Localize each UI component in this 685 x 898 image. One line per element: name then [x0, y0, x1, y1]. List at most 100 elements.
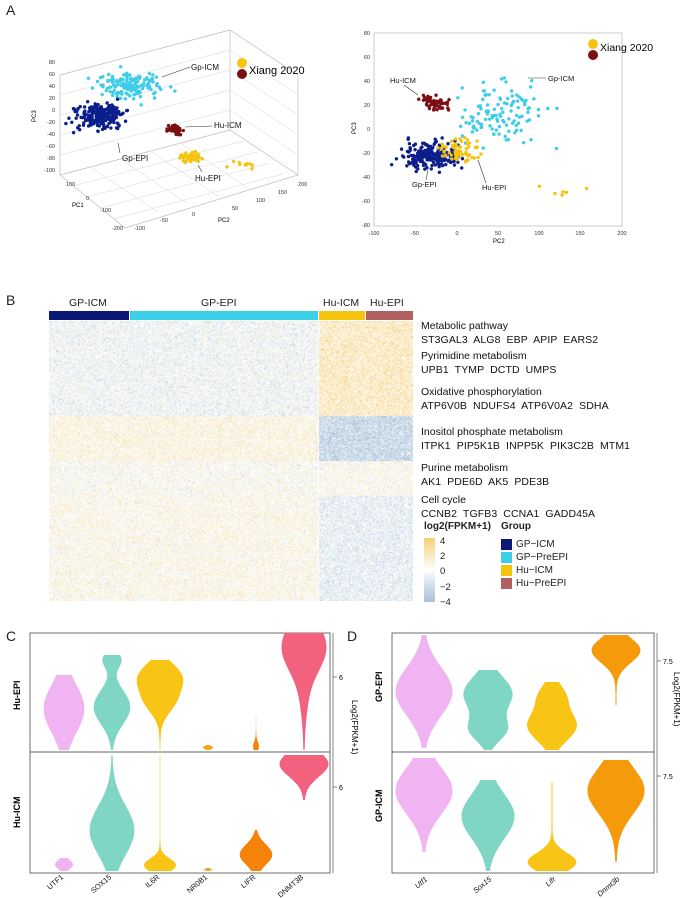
pca-point [121, 77, 125, 82]
pca-point [139, 103, 143, 107]
pca-point [429, 158, 434, 162]
pca-point [154, 75, 159, 79]
pca-point [483, 117, 488, 122]
pca-point [436, 146, 440, 150]
pathway-title: Purine metabolism [421, 462, 508, 474]
pca-point [137, 85, 141, 89]
pca-point [76, 106, 80, 111]
pca-point [151, 80, 155, 84]
panel-d-violin: 7.5 7.5 Log2(FPKM+1) GP-EPI GP-ICM Utf1 … [374, 632, 681, 898]
pca-point [425, 158, 430, 162]
pca-point [250, 167, 254, 171]
pca-point [157, 85, 162, 89]
pathway-genes: CCNB2 TGFB3 CCNA1 GADD45A [421, 508, 596, 520]
pca-point [440, 154, 445, 158]
pca-point [470, 130, 475, 134]
violin-shape [93, 655, 131, 750]
pca-point [504, 123, 509, 127]
pca-point [125, 71, 129, 75]
colorbar-tick: 2 [440, 551, 446, 563]
pca-point [444, 145, 448, 149]
pca-point [407, 141, 412, 146]
pca-point [507, 129, 511, 133]
pca-point [507, 117, 511, 121]
pc1-tick: 0 [86, 196, 89, 202]
pca-point [502, 101, 507, 105]
pathway-title: Metabolic pathway [421, 320, 508, 332]
violin-shape [527, 782, 577, 871]
gene-label: DNMT3B [276, 873, 305, 898]
pca-point [115, 97, 120, 101]
pca-point [536, 107, 541, 112]
pca-point [439, 101, 444, 105]
gene-label: LIFR [239, 872, 258, 890]
x-tick: 200 [617, 231, 626, 237]
xiang-legend-dot-yellow [237, 58, 247, 68]
pca-point [459, 139, 464, 144]
group-bar-gp-epi [130, 311, 318, 320]
pc3-tick: -80 [47, 156, 55, 162]
pca-point [95, 123, 100, 127]
pca-point [483, 93, 487, 97]
pca-point [554, 146, 559, 151]
pca-point [453, 152, 458, 157]
pca-point [178, 128, 182, 133]
y-tick: -40 [362, 175, 370, 181]
pca-point [196, 159, 200, 163]
colorbar [424, 538, 435, 602]
pc2-tick: 0 [192, 212, 195, 218]
pc3-tick: 60 [49, 72, 55, 78]
pca-point [189, 159, 193, 164]
pca-point [147, 85, 152, 89]
y-tick: -60 [362, 199, 370, 205]
pca-point [108, 85, 112, 89]
pc3-tick: 80 [49, 60, 55, 66]
pca-point [237, 160, 241, 165]
pca-point [74, 116, 78, 120]
pca-point [64, 121, 68, 126]
pca-point [464, 150, 468, 155]
pca-point [105, 124, 109, 128]
pc2-tick: -100 [134, 226, 145, 232]
pca-point [479, 152, 483, 156]
pca-point [129, 77, 133, 81]
pca-point [517, 95, 521, 99]
pca-point [482, 89, 486, 93]
pca-point [129, 89, 133, 93]
pca-point [250, 163, 254, 167]
pca-point [100, 127, 105, 132]
legend-swatch [501, 578, 512, 589]
pca-point [467, 121, 472, 126]
pca-point [105, 101, 109, 105]
pca-point [481, 146, 485, 150]
pc2-tick: 150 [278, 190, 287, 196]
gene-label: UTF1 [45, 873, 65, 892]
violin-shape [463, 670, 513, 750]
pca-point [475, 145, 479, 150]
violin-shape [281, 633, 327, 750]
group-label-hu-epi: Hu-EPI [370, 297, 404, 309]
pca-point [99, 106, 104, 110]
pca-point [435, 107, 439, 112]
pca-point [131, 78, 136, 83]
pca-point [460, 134, 465, 138]
group-legend: GP−ICM GP−PreEPI Hu−ICM Hu−PreEPI [501, 538, 568, 590]
pca-point [437, 164, 441, 169]
pca-point [439, 98, 443, 103]
pca-point [464, 121, 468, 125]
legend-label: GP−PreEPI [516, 552, 568, 563]
pca-point [85, 100, 90, 104]
pca-point [166, 123, 171, 128]
violin-shape [203, 868, 213, 871]
xiang-legend-label-2d: Xiang 2020 [600, 42, 653, 54]
pca-point [122, 73, 126, 77]
pca-point [70, 120, 74, 124]
pca-point [424, 163, 428, 167]
pca-point [509, 89, 514, 93]
x-tick: 100 [534, 231, 543, 237]
pathway-genes: ATP6V0B NDUFS4 ATP6V0A2 SDHA [421, 400, 609, 412]
pathway-title: Inositol phosphate metabolism [421, 426, 563, 438]
pca-point [463, 160, 468, 164]
pca-point [112, 120, 116, 125]
violin-shape [43, 675, 85, 750]
